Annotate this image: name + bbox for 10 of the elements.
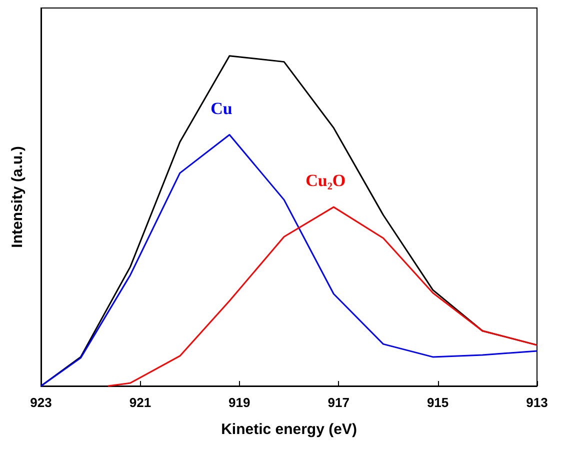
x-tick-label: 919 xyxy=(228,395,250,410)
x-tick-label: 921 xyxy=(129,395,152,410)
x-axis-title: Kinetic energy (eV) xyxy=(221,421,357,438)
x-tick-label: 915 xyxy=(426,395,449,410)
x-tick-label: 917 xyxy=(328,395,350,410)
series-label: Cu₂O xyxy=(306,171,346,190)
series-label: Cu xyxy=(210,98,232,118)
y-axis-title: Intensity (a.u.) xyxy=(9,146,26,248)
x-tick-label: 923 xyxy=(30,395,52,410)
x-tick-label: 913 xyxy=(526,395,548,410)
